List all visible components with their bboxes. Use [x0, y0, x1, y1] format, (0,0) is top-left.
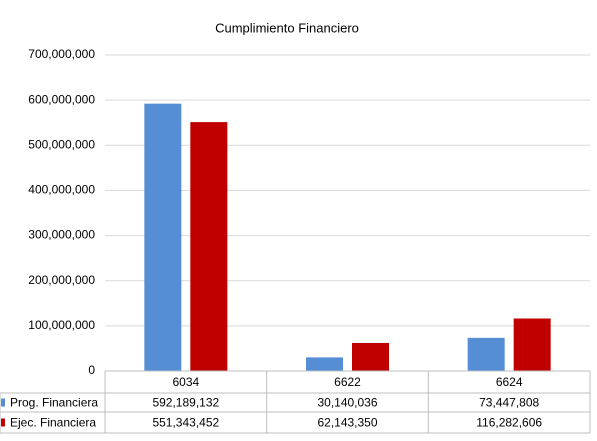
- y-tick-label: 200,000,000: [28, 273, 95, 287]
- bar: [306, 357, 343, 371]
- y-tick-label: 0: [88, 363, 95, 377]
- table-value: 62,143,350: [317, 416, 377, 430]
- x-tick-label: 6622: [334, 375, 361, 389]
- table-value: 116,282,606: [476, 416, 542, 430]
- table-value: 592,189,132: [152, 396, 219, 410]
- bar: [352, 342, 389, 371]
- y-tick-label: 600,000,000: [28, 92, 95, 106]
- table-value: 30,140,036: [317, 396, 377, 410]
- y-tick-label: 100,000,000: [28, 318, 95, 332]
- legend-label: Prog. Financiera: [10, 396, 98, 410]
- bar: [513, 318, 551, 371]
- y-tick-label: 300,000,000: [28, 228, 95, 242]
- x-tick-label: 6034: [172, 375, 199, 389]
- legend-swatch: [1, 418, 5, 427]
- y-tick-label: 400,000,000: [28, 183, 95, 197]
- bar: [144, 103, 182, 371]
- bar: [190, 122, 228, 371]
- chart-title: Cumplimiento Financiero: [215, 20, 359, 35]
- y-tick-label: 700,000,000: [28, 47, 95, 61]
- legend-label: Ejec. Financiera: [10, 416, 96, 430]
- legend-swatch: [1, 398, 5, 407]
- bar: [467, 337, 505, 371]
- table-value: 551,343,452: [152, 416, 219, 430]
- x-tick-label: 6624: [496, 375, 523, 389]
- y-tick-label: 500,000,000: [28, 137, 95, 151]
- table-value: 73,447,808: [479, 396, 539, 410]
